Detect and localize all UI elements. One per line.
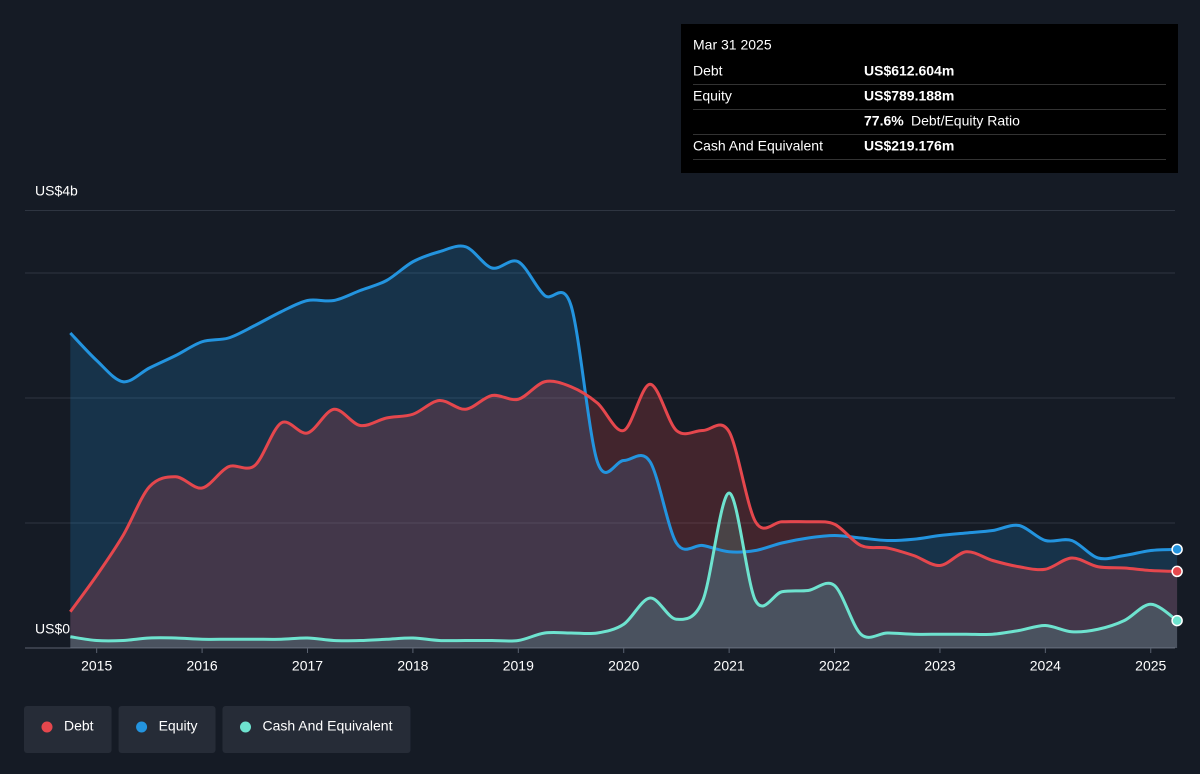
legend-button[interactable] [24, 706, 112, 753]
legend: Debt Equity Cash And Equivalent [24, 706, 411, 753]
tooltip: Mar 31 2025 Debt US$612.604m Equity US$789.… [681, 24, 1178, 173]
end-dot [1171, 565, 1183, 578]
x-tick-label: 2015 [81, 658, 112, 674]
legend-item[interactable]: Equity [118, 706, 216, 753]
y-tick-label: US$0 [35, 621, 70, 637]
legend-swatch [240, 721, 251, 733]
tooltip-label: Debt [693, 63, 723, 79]
line [69, 244, 1178, 561]
tooltip-value: US$219.176m [864, 138, 954, 154]
tooltip-ratio-label: Debt/Equity Ratio [911, 113, 1020, 129]
area [70, 381, 1178, 648]
legend-button[interactable] [222, 706, 411, 753]
x-tick-label: 2024 [1030, 658, 1061, 674]
y-top-label: US$4b [35, 183, 78, 199]
x-tick-label: 2019 [503, 658, 534, 674]
plot: US$0 2015 2016 2017 2018 2019 2020 2021 2022 2023… [25, 210, 1183, 674]
tooltip-date: Mar 31 2025 [693, 37, 772, 53]
legend-item[interactable]: Cash And Equivalent [222, 706, 411, 753]
x-tick-label: 2018 [397, 658, 428, 674]
legend-button[interactable] [118, 706, 216, 753]
legend-swatch [136, 721, 148, 733]
legend-item[interactable]: Debt [24, 706, 112, 753]
x-tick-label: 2021 [714, 658, 745, 674]
x-tick-label: 2023 [924, 658, 955, 674]
legend-label: Equity [159, 718, 198, 734]
tooltip-ratio: 77.6% [864, 113, 904, 129]
x-tick-label: 2025 [1135, 658, 1166, 674]
x-tick-label: 2017 [292, 658, 323, 674]
line [69, 379, 1178, 613]
tooltip-value: US$612.604m [864, 63, 954, 79]
legend-swatch [41, 721, 53, 733]
end-dot [1171, 614, 1183, 627]
tooltip-value: US$789.188m [864, 88, 954, 104]
legend-label: Cash And Equivalent [263, 718, 393, 734]
x-tick-label: 2020 [608, 658, 639, 674]
end-dot [1171, 543, 1183, 556]
legend-label: Debt [64, 718, 94, 734]
area [70, 246, 1178, 649]
x-tick-label: 2016 [187, 658, 218, 674]
tooltip-box [681, 24, 1178, 173]
x-tick-label: 2022 [819, 658, 850, 674]
area [70, 493, 1178, 648]
tooltip-label: Equity [693, 88, 732, 104]
tooltip-label: Cash And Equivalent [693, 138, 823, 154]
line [70, 491, 1178, 643]
